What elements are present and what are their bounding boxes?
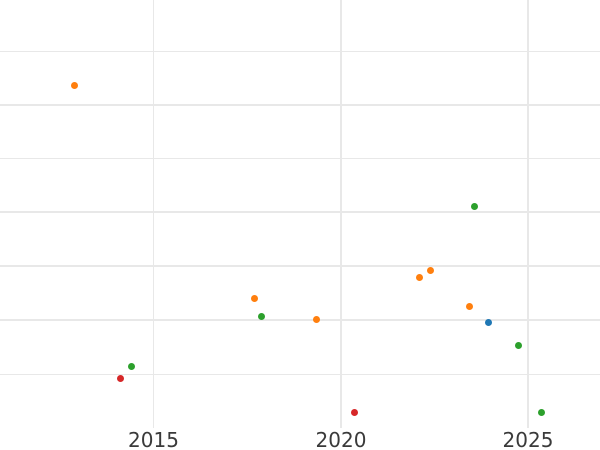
horizontal-gridline: [0, 50, 600, 53]
scatter-point-green: [127, 362, 135, 370]
vertical-gridline: [152, 0, 155, 428]
scatter-point-green: [537, 409, 545, 416]
scatter-point-orange: [465, 302, 473, 310]
scatter-point-orange: [70, 81, 78, 89]
scatter-point-blue: [484, 319, 492, 326]
scatter-point-green: [257, 312, 265, 320]
vertical-gridline: [527, 0, 529, 428]
horizontal-gridline: [0, 104, 600, 106]
scatter-point-orange: [312, 315, 320, 323]
horizontal-gridline: [0, 265, 600, 267]
horizontal-gridline: [0, 373, 600, 376]
x-tick-label: 2015: [128, 428, 179, 450]
scatter-point-red: [116, 375, 124, 382]
horizontal-gridline: [0, 157, 600, 160]
horizontal-gridline: [0, 319, 600, 321]
x-tick-label: 2020: [315, 428, 367, 450]
scatter-point-orange: [426, 266, 434, 274]
vertical-gridline: [340, 0, 342, 428]
horizontal-gridline: [0, 211, 600, 213]
scatter-point-green: [514, 341, 522, 349]
scatter-point-orange: [250, 295, 258, 302]
scatter-point-red: [350, 409, 358, 416]
x-tick-label: 2025: [502, 428, 554, 450]
scatter-point-orange: [415, 273, 423, 281]
scatter-point-green: [470, 202, 478, 210]
